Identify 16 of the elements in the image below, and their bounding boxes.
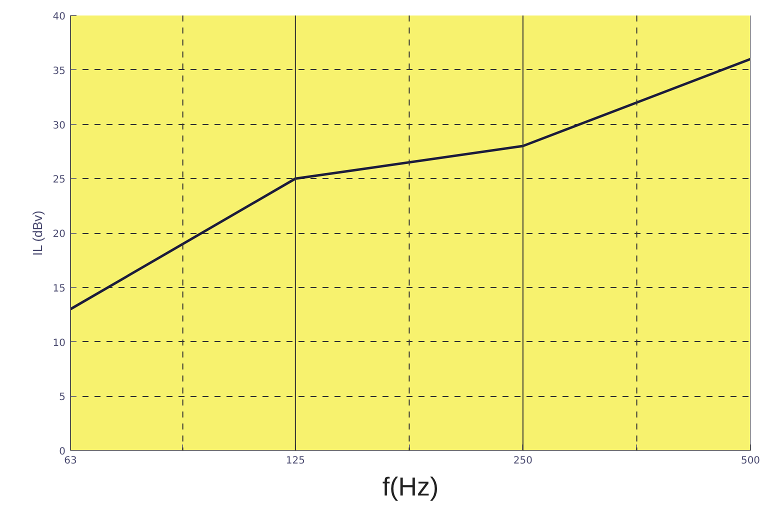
y-tick-label: 20 [52,229,66,240]
y-axis-title: IL (dBv) [30,210,45,256]
y-tick-label: 35 [52,66,66,77]
x-tick-label: 63 [64,456,77,466]
y-tick-label: 15 [52,283,66,294]
y-tick-label: 0 [59,446,66,458]
line-series [70,58,750,310]
x-tick-label: 500 [740,456,760,466]
x-tick-label: 250 [513,456,533,466]
y-tick-label: 30 [52,120,66,132]
y-tick-label: 40 [52,12,66,22]
y-tick-label: 5 [59,392,66,404]
x-axis-title: f(Hz) [382,472,439,502]
y-tick-label: 10 [52,338,66,349]
x-tick-label: 125 [286,456,305,466]
y-tick-label: 25 [52,174,66,186]
